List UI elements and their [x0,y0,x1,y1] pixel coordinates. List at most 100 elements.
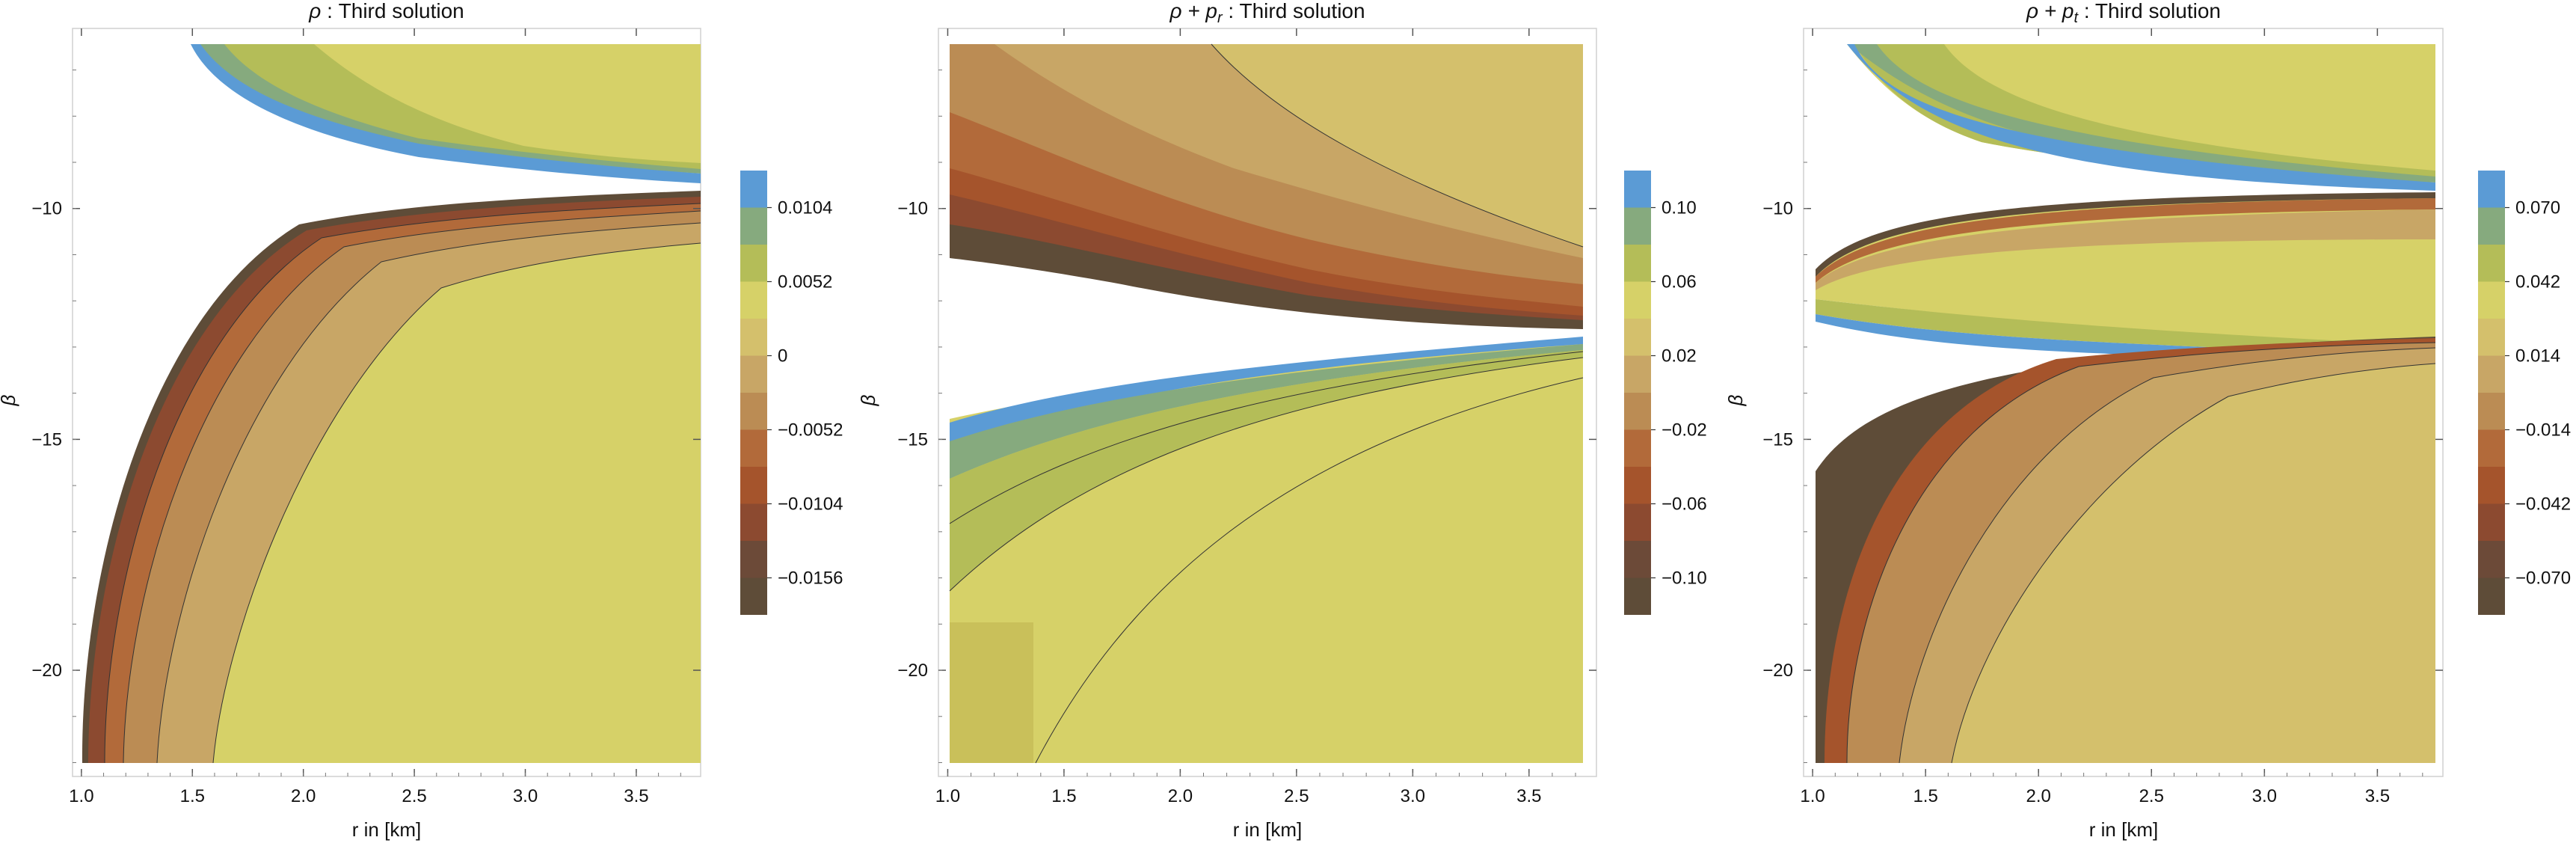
x-tick-label: 1.0 [935,786,960,806]
x-tick-label: 1.5 [1051,786,1076,806]
colorbar-label: −0.070 [2515,568,2571,589]
colorbar-swatch [2478,281,2505,319]
panel-3-band-middle-4 [1816,299,2435,355]
colorbar-swatch [2478,577,2505,615]
colorbar-swatch [1624,577,1651,615]
panel-2-contour-line [1211,43,1584,248]
colorbar-label: 0.10 [1662,198,1697,218]
colorbar-swatch [1624,503,1651,541]
panel-1-title: ρ : Third solution [308,0,464,22]
y-tick-label: −15 [897,429,928,450]
colorbar-label: −0.02 [1662,420,1707,441]
panel-3-axes: 1.0 1.5 2.0 2.5 3.0 3.5 −10 −15 −20 [1762,28,2443,806]
x-tick-label: 3.5 [2365,786,2390,806]
colorbar-swatch [2478,541,2505,578]
colorbar-swatch [2478,207,2505,245]
panel-2-contour-line [949,357,1584,592]
colorbar-label: −0.0156 [778,568,843,589]
panel-2-band-lower-3 [950,350,1583,591]
panel-1-band-lower-6 [213,243,701,763]
panel-3-band-lower-5 [1952,364,2435,763]
colorbar-swatch [740,207,767,245]
panel-1-axes: 1.0 1.5 2.0 2.5 3.0 3.5 −10 −15 −20 [31,28,701,806]
panel-1-x-axis-label: r in [km] [352,818,421,841]
panel-3-title: ρ + pt : Third solution [2026,0,2221,26]
x-tick-label: 2.0 [1168,786,1193,806]
panel-1-contour-line [212,242,701,764]
panel-2-title: ρ + pr : Third solution [1169,0,1365,26]
panel-1-contour-line [123,210,701,764]
x-tick-label: 2.5 [2139,786,2164,806]
panel-1-y-axis-label: β [0,394,19,406]
colorbar-swatch [740,355,767,393]
x-tick-label: 2.5 [402,786,426,806]
colorbar-swatch [1624,319,1651,356]
x-tick-label: 2.5 [1284,786,1309,806]
colorbar-swatch [740,245,767,282]
colorbar-swatch [2478,171,2505,208]
colorbar-label: 0.070 [2515,198,2560,218]
y-tick-label: −20 [31,661,62,681]
colorbar-label: −0.10 [1662,568,1707,589]
panel-3-contour-line [1899,347,2436,764]
colorbar-swatch [2478,355,2505,393]
x-tick-label: 3.5 [624,786,648,806]
colorbar-swatch [1624,245,1651,282]
panel-1-contour-line [156,222,701,764]
panel-1-band-upper-1 [206,44,701,171]
panel-3-contour-line [1846,342,2436,764]
panel-2-contour-line [1035,377,1584,764]
colorbar-swatch [740,393,767,430]
colorbar-swatch [1624,467,1651,504]
colorbar-swatch [740,429,767,467]
colorbar-label: −0.014 [2515,420,2571,441]
x-tick-label: 3.0 [2252,786,2277,806]
panel-3-contour-line [1951,363,2436,764]
colorbar-label: 0.02 [1662,346,1697,367]
panel-1: 1.0 1.5 2.0 2.5 3.0 3.5 −10 −15 −20 0.0104 0.0052… [0,0,843,841]
colorbar-label: 0.014 [2515,346,2560,367]
colorbar-swatch [1624,207,1651,245]
colorbar-swatch [1624,429,1651,467]
colorbar-label: −0.06 [1662,494,1707,515]
colorbar-swatch [740,541,767,578]
panel-1-band-upper-3 [191,44,701,183]
panel-2-band-lower-1 [950,337,1583,449]
y-tick-label: −20 [897,661,928,681]
y-tick-label: −10 [31,199,62,219]
colorbar-swatch [2478,429,2505,467]
panel-2: 1.0 1.5 2.0 2.5 3.0 3.5 −10 −15 −20 0.10 0.06 0.02… [857,0,1707,841]
x-tick-label: 1.5 [1913,786,1937,806]
x-tick-label: 1.0 [69,786,93,806]
colorbar-swatch [740,171,767,208]
panel-3-colorbar: 0.070 0.042 0.014 −0.014 −0.042 −0.070 [2478,171,2571,615]
colorbar-swatch [1624,355,1651,393]
panel-3-band-middle-2 [1816,198,2435,283]
colorbar-swatch [740,577,767,615]
colorbar-label: 0.0104 [778,198,832,218]
colorbar-label: −0.0104 [778,494,843,515]
panel-2-y-axis-label: β [857,394,879,406]
panel-3-x-axis-label: r in [km] [2089,818,2158,841]
panel-2-contour-line [949,351,1584,524]
colorbar-swatch [1624,171,1651,208]
colorbar-swatch [2478,503,2505,541]
panel-1-band-upper-2 [196,44,701,174]
colorbar-swatch [2478,393,2505,430]
panel-1-contour-regions [82,44,701,764]
panel-2-axes: 1.0 1.5 2.0 2.5 3.0 3.5 −10 −15 −20 [897,28,1596,806]
x-tick-label: 1.0 [1800,786,1825,806]
x-tick-label: 1.5 [180,786,205,806]
colorbar-label: −0.042 [2515,494,2571,515]
panel-3-contour-regions [1816,44,2436,764]
panel-3-y-axis-label: β [1724,394,1747,406]
colorbar-swatch [2478,319,2505,356]
panel-2-band-lower-2 [950,344,1583,479]
colorbar-label: 0.06 [1662,272,1697,292]
panel-3-band-upper-3 [1847,44,2435,191]
panel-2-colorbar: 0.10 0.06 0.02 −0.02 −0.06 −0.10 [1624,171,1707,615]
panel-2-x-axis-label: r in [km] [1233,818,1302,841]
y-tick-label: −15 [31,429,62,450]
x-tick-label: 3.5 [1516,786,1541,806]
